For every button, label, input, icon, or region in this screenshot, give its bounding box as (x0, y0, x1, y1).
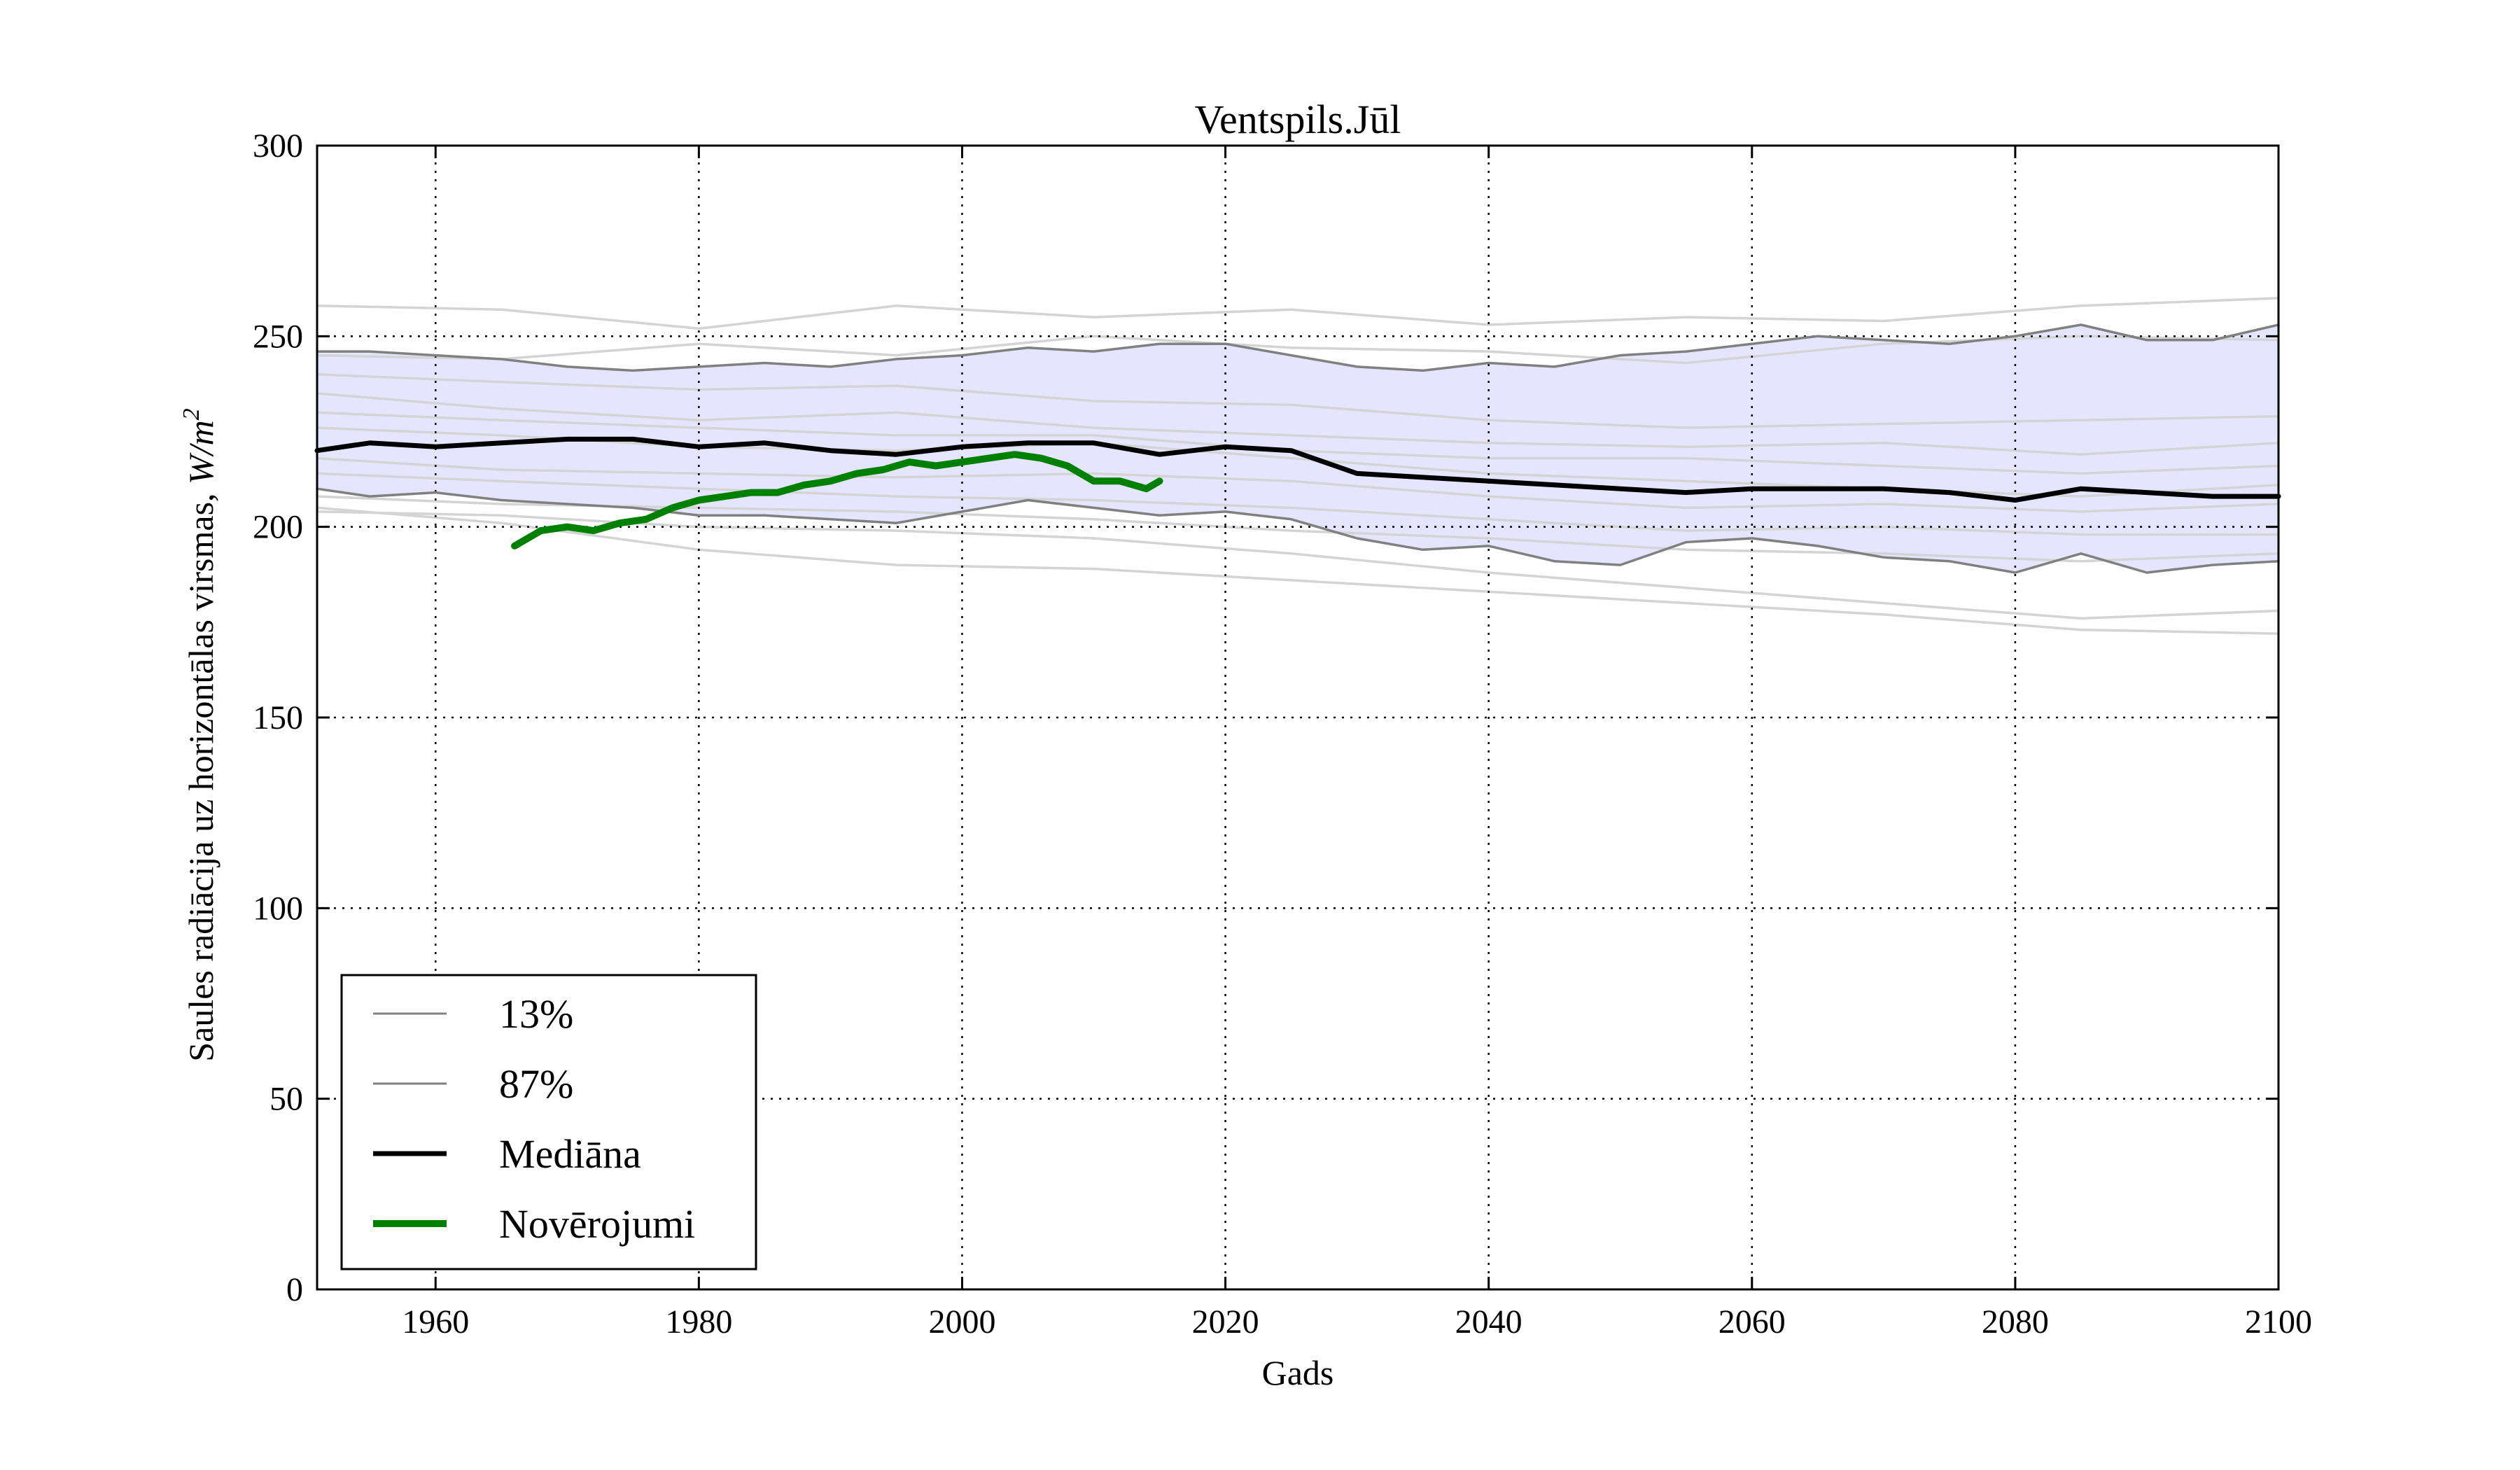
y-axis-label: Saules radiācija uz horizontālas virsmas… (178, 408, 220, 1061)
y-tick-label: 150 (253, 699, 303, 736)
series-lines (314, 323, 2281, 574)
x-tick-label: 2100 (2245, 1303, 2312, 1340)
ensemble-line-7 (316, 456, 2279, 513)
x-axis-label: Gads (1262, 1353, 1334, 1392)
x-tick-label: 2060 (1718, 1303, 1786, 1340)
y-axis-label-unit: W/m (181, 420, 220, 484)
series-line-13- (316, 487, 2280, 574)
legend: 13% 87% Mediāna Novērojumi (340, 974, 757, 1270)
ensemble-line-1 (316, 297, 2279, 330)
grid (317, 146, 2278, 1289)
x-tick-label: 1960 (402, 1303, 469, 1340)
x-tick-label: 2000 (928, 1303, 995, 1340)
x-tick-label: 1980 (665, 1303, 732, 1340)
chart-title: Ventspils.Jūl (1195, 97, 1401, 142)
y-tick-label: 300 (253, 127, 303, 164)
x-tick-label: 2080 (1982, 1303, 2049, 1340)
series-line-novērojumi (511, 451, 1163, 550)
axis-ticks: 1960 1980 2000 2020 2040 2060 2080 2100 0 50 100 15… (253, 127, 2312, 1340)
y-axis-label-text: Saules radiācija uz horizontālas virsmas… (181, 484, 220, 1062)
series-line-87- (316, 323, 2280, 372)
y-axis-label-exponent: 2 (178, 408, 204, 420)
legend-label: 13% (499, 991, 573, 1037)
y-tick-label: 250 (253, 318, 303, 355)
ensemble-line-2 (316, 335, 2279, 365)
y-tick-label: 200 (253, 509, 303, 546)
ensemble-line-8 (316, 472, 2278, 536)
ensemble-line-4 (316, 392, 2279, 456)
y-tick-label: 0 (286, 1271, 303, 1308)
y-tick-label: 100 (253, 890, 303, 927)
legend-label: Mediāna (499, 1131, 641, 1177)
ensemble-line-10 (316, 506, 2279, 635)
ensemble-line-9 (316, 495, 2279, 563)
legend-label: Novērojumi (499, 1201, 695, 1247)
ensemble-line-3 (316, 373, 2279, 429)
ensemble-lines (316, 297, 2279, 635)
legend-label: 87% (499, 1061, 573, 1107)
x-tick-label: 2020 (1192, 1303, 1259, 1340)
series-line-mediāna (314, 436, 2281, 503)
y-tick-label: 50 (270, 1081, 303, 1118)
x-tick-label: 2040 (1455, 1303, 1522, 1340)
